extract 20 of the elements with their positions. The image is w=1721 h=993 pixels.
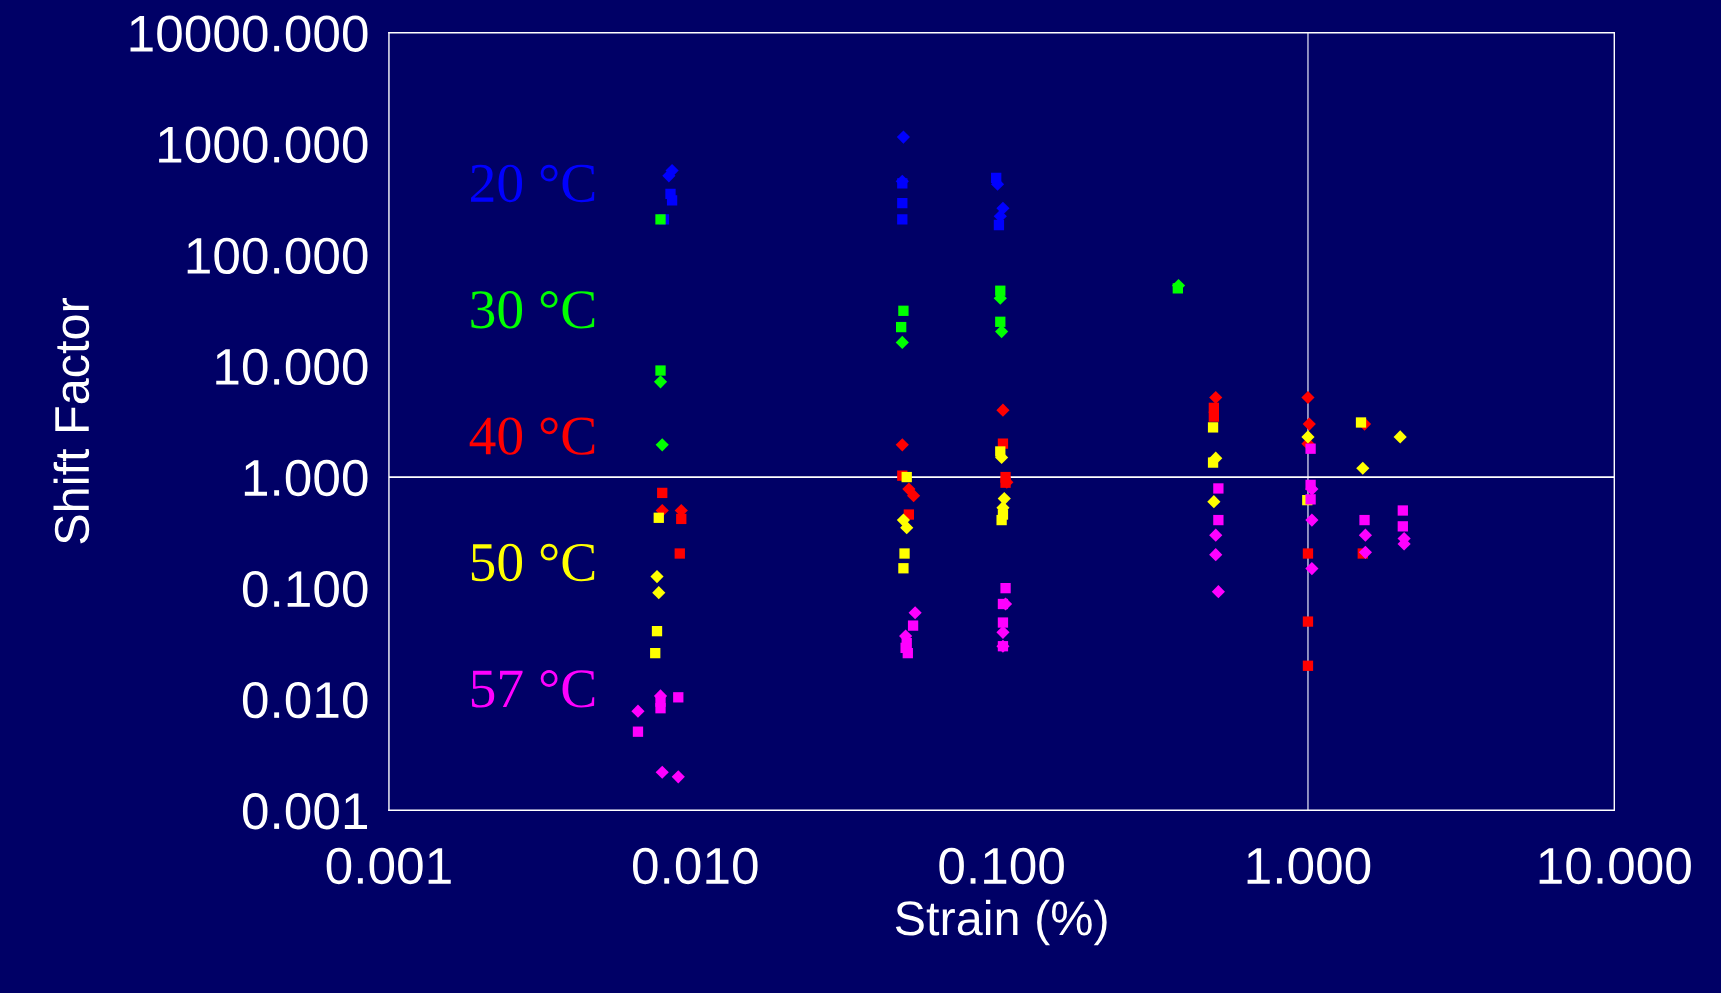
series-label: 57 °C bbox=[471, 670, 595, 708]
y-tick-label: 1.000 bbox=[244, 459, 368, 497]
x-tick-label: 10.000 bbox=[1539, 847, 1691, 885]
y-tick-label: 1000.000 bbox=[159, 126, 368, 163]
y-tick-label: 0.010 bbox=[242, 681, 368, 719]
y-axis-title: Shift Factor bbox=[53, 298, 90, 544]
x-tick-label: 0.100 bbox=[939, 847, 1064, 885]
series-label: 20 °C bbox=[471, 164, 595, 203]
series-label: 30 °C bbox=[471, 291, 595, 329]
y-tick-label: 10000.000 bbox=[130, 15, 368, 52]
y-tick-label: 10.000 bbox=[216, 348, 368, 386]
x-tick-label: 1.000 bbox=[1247, 847, 1371, 885]
y-tick-label: 100.000 bbox=[187, 237, 368, 275]
y-tick-label: 0.001 bbox=[242, 793, 368, 830]
y-tick-label: 0.100 bbox=[242, 570, 368, 608]
x-tick-label: 0.010 bbox=[633, 847, 758, 885]
series-label: 40 °C bbox=[469, 417, 595, 455]
x-axis-title: Strain (%) bbox=[895, 899, 1107, 946]
x-tick-label: 0.001 bbox=[326, 847, 451, 885]
series-label: 50 °C bbox=[471, 543, 595, 582]
